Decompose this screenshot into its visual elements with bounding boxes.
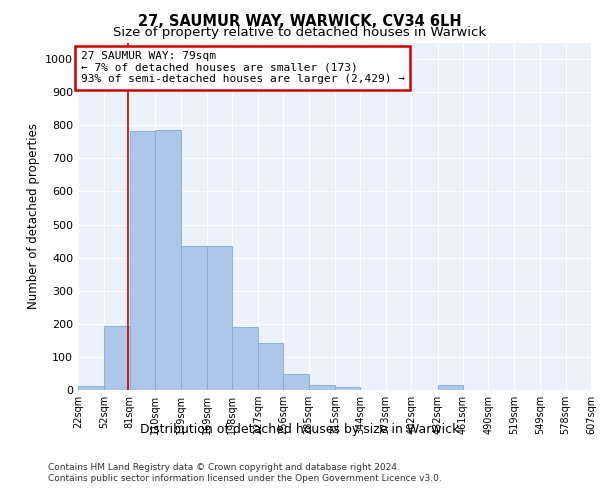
Text: 27 SAUMUR WAY: 79sqm
← 7% of detached houses are smaller (173)
93% of semi-detac: 27 SAUMUR WAY: 79sqm ← 7% of detached ho…	[80, 51, 404, 84]
Bar	[335, 386, 361, 390]
Bar	[130, 131, 155, 390]
Bar	[78, 386, 104, 390]
Bar	[258, 342, 283, 390]
Text: Contains HM Land Registry data © Crown copyright and database right 2024.: Contains HM Land Registry data © Crown c…	[48, 462, 400, 471]
Bar	[308, 386, 335, 390]
Y-axis label: Number of detached properties: Number of detached properties	[26, 123, 40, 309]
Bar	[104, 326, 130, 390]
Text: Size of property relative to detached houses in Warwick: Size of property relative to detached ho…	[113, 26, 487, 39]
Text: Distribution of detached houses by size in Warwick: Distribution of detached houses by size …	[140, 422, 460, 436]
Text: 27, SAUMUR WAY, WARWICK, CV34 6LH: 27, SAUMUR WAY, WARWICK, CV34 6LH	[138, 14, 462, 29]
Bar	[207, 246, 232, 390]
Bar	[283, 374, 308, 390]
Bar	[437, 386, 463, 390]
Bar	[232, 327, 258, 390]
Bar	[155, 130, 181, 390]
Bar	[181, 246, 207, 390]
Text: Contains public sector information licensed under the Open Government Licence v3: Contains public sector information licen…	[48, 474, 442, 483]
